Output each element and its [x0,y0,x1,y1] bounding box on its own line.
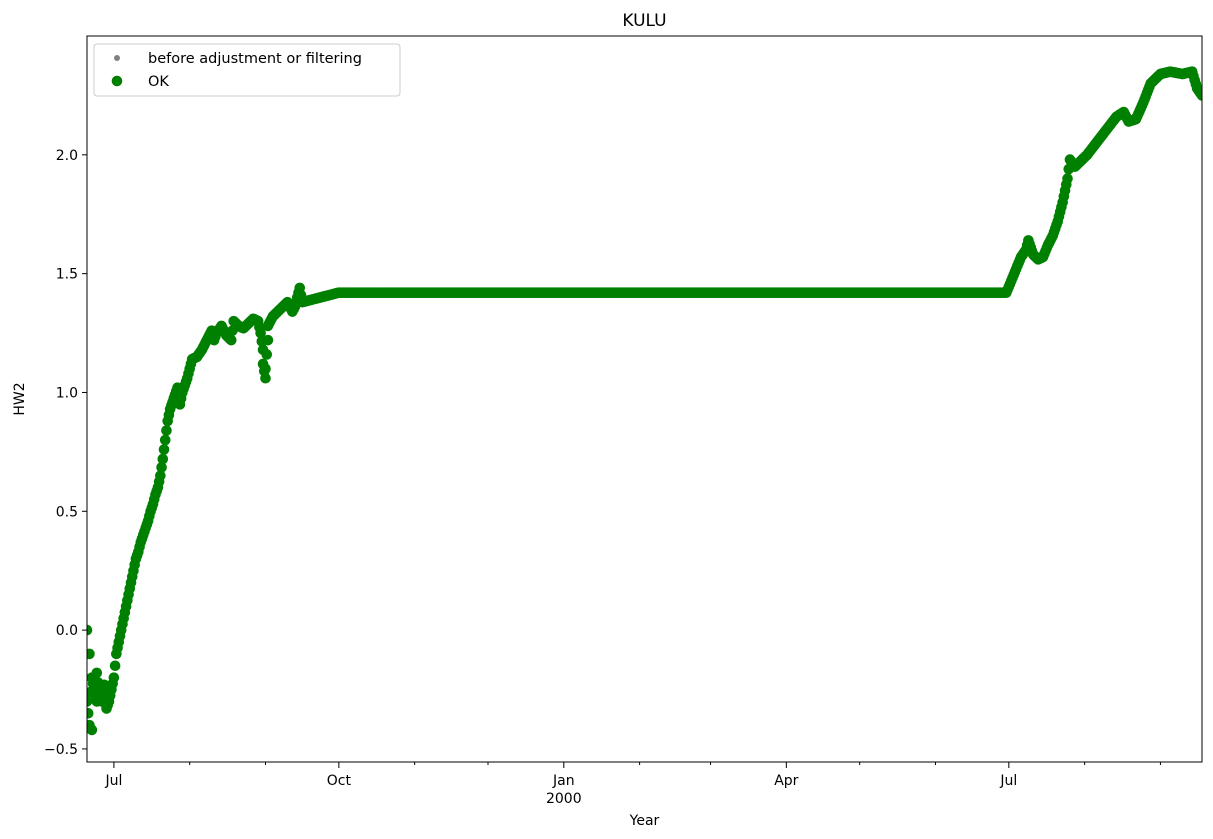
legend-label-before-adjustment: before adjustment or filtering [148,51,362,67]
data-point [156,462,167,473]
y-tick-label: 0.0 [56,623,78,639]
data-point [159,434,171,446]
y-tick-label: 1.5 [56,267,78,283]
data-point [108,672,120,683]
legend-marker-ok [111,75,123,87]
data-point [157,453,169,465]
y-tick-label: 2.0 [56,148,78,164]
legend-marker-before-adjustment [114,55,120,61]
y-axis: −0.5 0.0 0.5 1.0 1.5 2.0 [44,148,87,758]
x-tick-label: Jul [104,773,122,789]
x-tick-label: Jul [999,773,1017,789]
data-point [87,707,94,719]
data-point [158,444,170,455]
legend-box [93,43,401,97]
data-point [260,363,271,375]
x-axis-label: Year [629,813,660,829]
legend: before adjustment or filtering OK [93,43,401,97]
axes-frame [86,35,1203,763]
x-tick-sublabel: 2000 [546,791,582,807]
data-point [87,696,93,707]
y-axis-label: HW2 [12,382,28,415]
data-point [155,470,166,481]
data-point [225,334,237,346]
y-tick-label: −0.5 [44,742,78,758]
ok-series [87,66,1202,736]
data-point [161,425,172,436]
plot-area [87,66,1202,736]
y-tick-label: 1.0 [56,385,78,401]
x-tick-label: Apr [774,773,798,789]
data-point [87,624,93,636]
data-point [1196,90,1202,101]
y-tick-label: 0.5 [56,504,78,520]
data-point [87,648,95,660]
data-point [260,372,271,384]
data-point [91,667,103,679]
data-point [262,334,274,346]
data-point [261,349,273,360]
x-tick-label: Oct [327,773,352,789]
x-axis: Jul Oct Jan 2000 Apr Jul [104,762,1161,807]
data-point [255,327,266,339]
data-point [87,724,98,736]
chart-title: KULU [622,11,666,31]
data-point [1062,173,1073,184]
legend-label-ok: OK [148,74,169,90]
x-tick-label: Jan [552,773,575,789]
data-point [109,660,121,672]
